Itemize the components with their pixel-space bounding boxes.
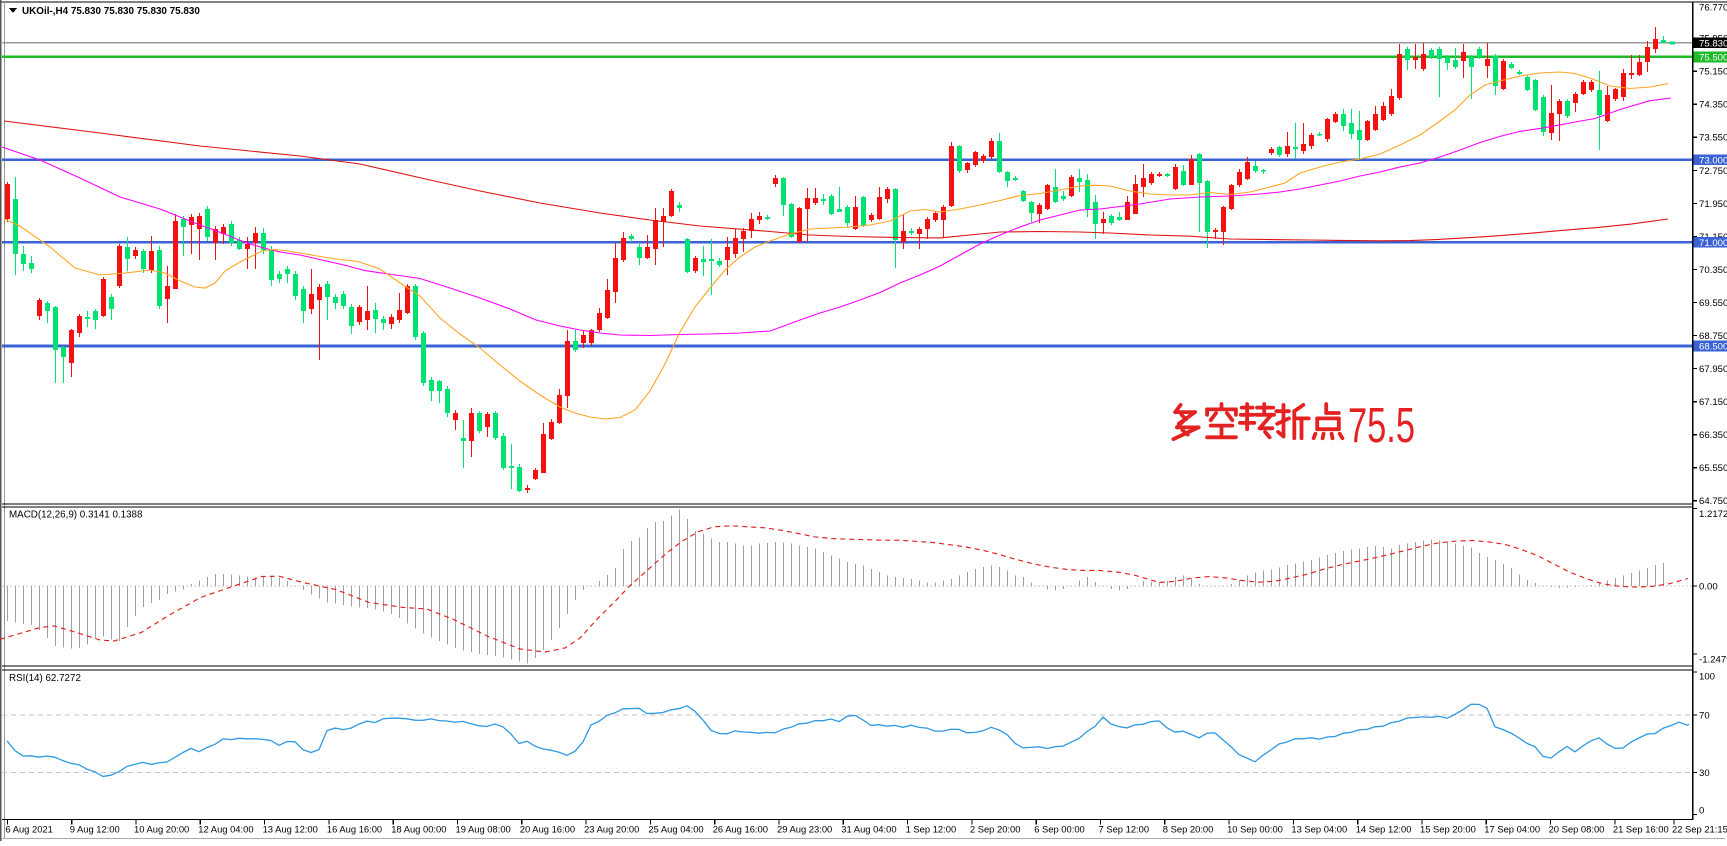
svg-text:20 Sep 08:00: 20 Sep 08:00 xyxy=(1549,824,1605,835)
svg-text:10 Aug 20:00: 10 Aug 20:00 xyxy=(134,824,189,835)
svg-text:73.550: 73.550 xyxy=(1699,133,1727,144)
svg-text:73.000: 73.000 xyxy=(1699,155,1727,166)
svg-text:67.950: 67.950 xyxy=(1699,364,1727,375)
svg-text:31 Aug 04:00: 31 Aug 04:00 xyxy=(841,824,896,835)
svg-text:10 Sep 00:00: 10 Sep 00:00 xyxy=(1227,824,1283,835)
svg-text:12 Aug 04:00: 12 Aug 04:00 xyxy=(198,824,253,835)
svg-text:6 Sep 00:00: 6 Sep 00:00 xyxy=(1034,824,1085,835)
svg-text:18 Aug 00:00: 18 Aug 00:00 xyxy=(391,824,446,835)
svg-text:64.750: 64.750 xyxy=(1699,496,1727,507)
svg-text:75.830: 75.830 xyxy=(1699,38,1727,49)
svg-text:65.550: 65.550 xyxy=(1699,463,1727,474)
svg-text:1 Sep 12:00: 1 Sep 12:00 xyxy=(906,824,957,835)
svg-text:0.00: 0.00 xyxy=(1699,581,1718,592)
svg-text:68.750: 68.750 xyxy=(1699,331,1727,342)
svg-text:68.500: 68.500 xyxy=(1699,342,1727,353)
svg-text:69.550: 69.550 xyxy=(1699,298,1727,309)
svg-text:71.950: 71.950 xyxy=(1699,199,1727,210)
svg-text:66.350: 66.350 xyxy=(1699,430,1727,441)
svg-text:75.500: 75.500 xyxy=(1699,53,1727,64)
svg-text:67.150: 67.150 xyxy=(1699,397,1727,408)
svg-text:21 Sep 16:00: 21 Sep 16:00 xyxy=(1613,824,1669,835)
svg-text:16 Aug 16:00: 16 Aug 16:00 xyxy=(327,824,382,835)
svg-text:70.350: 70.350 xyxy=(1699,265,1727,276)
svg-text:25 Aug 04:00: 25 Aug 04:00 xyxy=(648,824,703,835)
svg-text:100: 100 xyxy=(1699,671,1715,682)
svg-text:MACD(12,26,9) 0.3141 0.1388: MACD(12,26,9) 0.3141 0.1388 xyxy=(9,510,143,521)
svg-text:30: 30 xyxy=(1699,768,1710,779)
svg-text:72.750: 72.750 xyxy=(1699,166,1727,177)
svg-text:2 Sep 20:00: 2 Sep 20:00 xyxy=(970,824,1021,835)
svg-text:76.770: 76.770 xyxy=(1699,3,1727,14)
svg-text:8 Sep 20:00: 8 Sep 20:00 xyxy=(1163,824,1214,835)
svg-text:RSI(14) 62.7272: RSI(14) 62.7272 xyxy=(9,673,81,684)
svg-text:29 Aug 23:00: 29 Aug 23:00 xyxy=(777,824,832,835)
svg-text:1.2172: 1.2172 xyxy=(1699,509,1727,520)
svg-text:75.150: 75.150 xyxy=(1699,67,1727,78)
svg-text:23 Aug 20:00: 23 Aug 20:00 xyxy=(584,824,639,835)
svg-text:17 Sep 04:00: 17 Sep 04:00 xyxy=(1484,824,1540,835)
svg-text:20 Aug 16:00: 20 Aug 16:00 xyxy=(520,824,575,835)
svg-text:75.5: 75.5 xyxy=(1348,399,1415,453)
svg-text:13 Sep 04:00: 13 Sep 04:00 xyxy=(1291,824,1347,835)
svg-text:70: 70 xyxy=(1699,710,1710,721)
svg-text:22 Sep 21:15: 22 Sep 21:15 xyxy=(1672,824,1727,835)
svg-text:74.350: 74.350 xyxy=(1699,100,1727,111)
svg-text:6 Aug 2021: 6 Aug 2021 xyxy=(5,824,52,835)
svg-text:-1.2479: -1.2479 xyxy=(1699,654,1727,665)
svg-text:7 Sep 12:00: 7 Sep 12:00 xyxy=(1099,824,1150,835)
svg-text:UKOil-,H4 75.830 75.830 75.83: UKOil-,H4 75.830 75.830 75.830 75.830 xyxy=(22,6,200,17)
svg-text:9 Aug 12:00: 9 Aug 12:00 xyxy=(70,824,120,835)
svg-text:19 Aug 08:00: 19 Aug 08:00 xyxy=(456,824,511,835)
svg-text:0: 0 xyxy=(1699,805,1704,816)
svg-text:71.000: 71.000 xyxy=(1699,238,1727,249)
svg-text:14 Sep 12:00: 14 Sep 12:00 xyxy=(1356,824,1412,835)
svg-text:15 Sep 20:00: 15 Sep 20:00 xyxy=(1420,824,1476,835)
svg-text:13 Aug 12:00: 13 Aug 12:00 xyxy=(263,824,318,835)
svg-text:26 Aug 16:00: 26 Aug 16:00 xyxy=(713,824,768,835)
